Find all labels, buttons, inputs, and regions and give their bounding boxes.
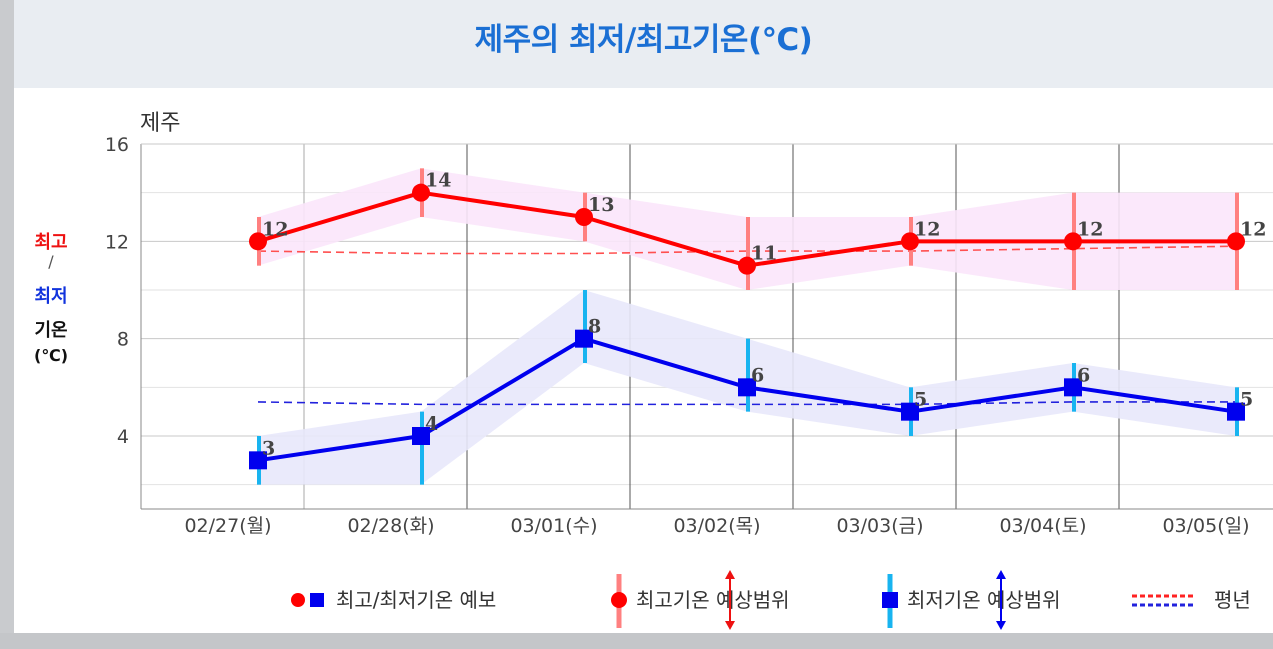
min-temp-label: 6 xyxy=(1077,364,1090,386)
min-temp-label: 4 xyxy=(425,413,438,435)
normal-min-line xyxy=(257,401,1236,406)
y-label-word: 기온 xyxy=(34,320,68,341)
y-label-unit: (℃) xyxy=(34,346,68,365)
x-tick-label: 03/04(토) xyxy=(999,515,1086,537)
title-bar: 제주의 최저/최고기온(℃) xyxy=(14,0,1273,88)
y-tick-label: 12 xyxy=(105,231,129,253)
legend-max-circle xyxy=(611,592,627,608)
max-temp-point xyxy=(901,232,919,251)
bottom-strip xyxy=(0,633,1273,649)
max-temp-label: 12 xyxy=(1240,218,1266,240)
page-title: 제주의 최저/최고기온(℃) xyxy=(474,22,813,58)
legend-min-arrow-up xyxy=(996,570,1006,579)
legend-max-range-label: 최고기온 예상범위 xyxy=(636,588,790,612)
min-temp-label: 3 xyxy=(262,437,275,459)
legend-min-arrow-down xyxy=(996,621,1006,630)
x-tick-label: 03/01(수) xyxy=(510,515,597,537)
max-temp-label: 12 xyxy=(1077,218,1103,240)
y-label-sep: / xyxy=(48,252,54,271)
x-tick-label: 02/27(월) xyxy=(184,515,271,537)
min-temp-point xyxy=(575,329,593,348)
x-tick-label: 03/05(일) xyxy=(1162,515,1249,537)
legend-max-arrow-up xyxy=(725,570,735,579)
max-temp-label: 12 xyxy=(262,218,288,240)
legend-max-arrow-down xyxy=(725,621,735,630)
y-tick-label: 16 xyxy=(105,134,129,156)
max-temp-point xyxy=(249,232,267,251)
y-label-max: 최고 xyxy=(34,232,68,253)
y-tick-label: 8 xyxy=(117,329,129,351)
x-tick-label: 03/03(금) xyxy=(836,515,923,537)
x-tick-label: 02/28(화) xyxy=(347,515,434,537)
legend-circle-marker xyxy=(291,593,305,607)
normal-max-line xyxy=(257,245,1237,255)
max-temp-point xyxy=(575,208,593,226)
x-tick-label: 03/02(목) xyxy=(673,515,760,537)
y-label-min: 최저 xyxy=(34,286,68,307)
max-temp-point xyxy=(1064,232,1082,251)
min-temp-point xyxy=(738,378,756,397)
legend-square-marker xyxy=(310,593,324,607)
chart-panel: 제주의 최저/최고기온(℃) 최고 / 최저 기온 (℃) 제주 4 8 12 16 02… xyxy=(14,0,1273,633)
legend-normal-label: 평년 xyxy=(1214,588,1251,612)
min-temp-label: 8 xyxy=(588,316,601,338)
y-tick-label: 4 xyxy=(117,426,129,448)
max-temp-label: 13 xyxy=(588,194,614,216)
max-temp-label: 12 xyxy=(914,218,940,240)
max-temp-label: 14 xyxy=(425,170,451,192)
legend-min-range-label: 최저기온 예상범위 xyxy=(907,588,1061,612)
min-temp-point xyxy=(249,451,267,470)
legend-forecast-label: 최고/최저기온 예보 xyxy=(336,588,496,612)
min-temp-point xyxy=(1227,402,1245,421)
max-temp-point xyxy=(412,183,430,202)
max-temp-point xyxy=(738,256,756,275)
legend-min-square xyxy=(882,592,898,608)
min-temp-point xyxy=(1064,378,1082,397)
chart-svg: 제주 4 8 12 16 02/27(월) 02/28(화) 03/01(수) 03/02(목)… xyxy=(105,111,1273,630)
min-temp-label: 5 xyxy=(914,389,927,411)
max-temp-point xyxy=(1227,232,1245,251)
min-temp-point xyxy=(412,427,430,445)
min-temp-label: 6 xyxy=(751,364,764,386)
min-temp-label: 5 xyxy=(1240,389,1253,411)
max-temp-label: 11 xyxy=(751,243,777,265)
min-temp-point xyxy=(901,402,919,421)
location-label: 제주 xyxy=(140,111,180,136)
